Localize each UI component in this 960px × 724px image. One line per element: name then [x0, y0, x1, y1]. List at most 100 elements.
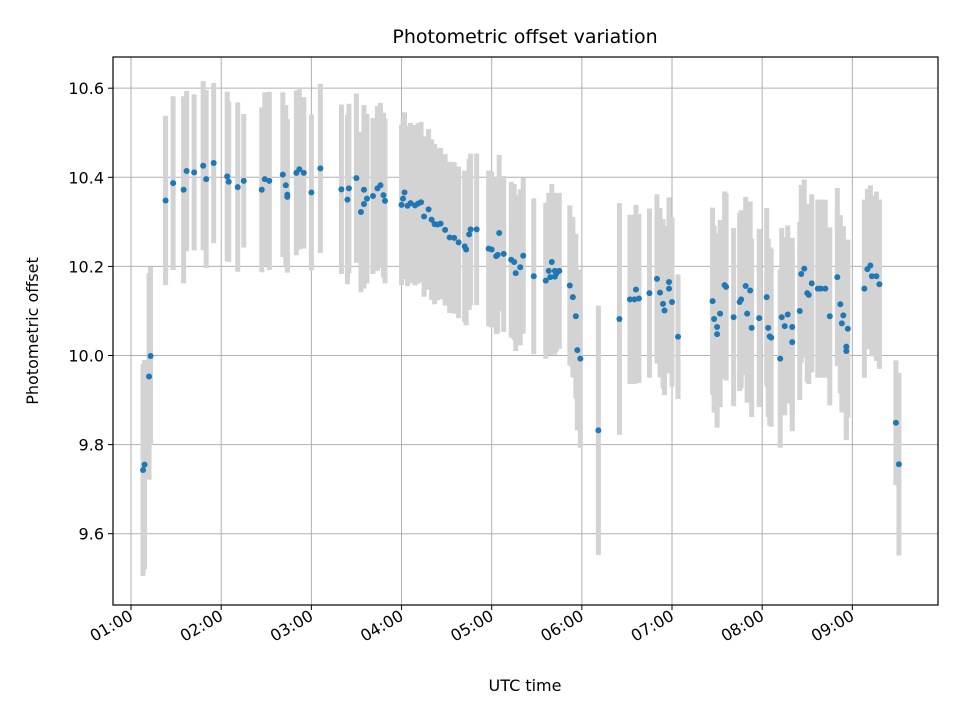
data-point [344, 196, 351, 203]
data-point [656, 289, 663, 296]
data-point [892, 419, 899, 426]
data-point [765, 324, 772, 331]
data-point [407, 200, 414, 207]
data-point [631, 296, 638, 303]
data-point [861, 285, 868, 292]
data-point [170, 180, 177, 187]
data-point [626, 296, 633, 303]
data-point [530, 273, 537, 280]
data-point [381, 197, 388, 204]
data-point [203, 176, 210, 183]
data-point [418, 199, 425, 206]
data-point [781, 323, 788, 330]
data-point [500, 250, 507, 257]
data-point [653, 275, 660, 282]
data-point [577, 355, 584, 362]
data-point [380, 192, 387, 199]
data-point [338, 186, 345, 193]
data-point [496, 229, 503, 236]
data-point [225, 178, 232, 185]
y-tick-label: 10.4 [68, 168, 104, 187]
y-tick-label: 9.8 [79, 436, 104, 455]
data-point [282, 182, 289, 189]
data-point [517, 264, 524, 271]
data-point [258, 186, 265, 193]
data-point [400, 195, 407, 202]
data-point [843, 348, 850, 355]
data-point [768, 334, 775, 341]
data-point [240, 177, 247, 184]
data-point [224, 173, 231, 180]
data-point [512, 270, 519, 277]
data-point [574, 347, 581, 354]
data-point [844, 325, 851, 332]
data-point [494, 251, 501, 258]
data-point [711, 315, 718, 322]
data-point [200, 162, 207, 169]
data-point [808, 280, 815, 287]
data-point [542, 277, 549, 284]
data-point [545, 267, 552, 274]
data-point [357, 209, 364, 216]
data-point [547, 274, 554, 281]
data-point [867, 262, 874, 269]
data-point [895, 461, 902, 468]
data-point [756, 315, 763, 322]
data-point [425, 206, 432, 213]
data-point [709, 298, 716, 305]
data-point [511, 258, 518, 265]
data-point [801, 265, 808, 272]
axes-frame [112, 56, 939, 606]
data-point [763, 294, 770, 301]
data-point [279, 171, 286, 178]
data-point [140, 467, 147, 474]
data-point [191, 169, 198, 176]
data-point [798, 270, 805, 277]
data-point [868, 273, 875, 280]
data-point [876, 281, 883, 288]
data-points [140, 160, 902, 474]
data-point [455, 239, 462, 246]
data-point [467, 226, 474, 233]
data-point [398, 201, 405, 208]
data-point [300, 169, 307, 176]
data-point [548, 258, 555, 265]
data-point [817, 285, 824, 292]
data-point [401, 189, 408, 196]
data-point [805, 291, 812, 298]
data-point [572, 313, 579, 320]
data-point [421, 213, 428, 220]
data-point [266, 177, 273, 184]
data-point [463, 246, 470, 253]
data-point [669, 299, 676, 306]
data-point [466, 231, 473, 238]
data-point [451, 234, 458, 241]
data-point [616, 315, 623, 322]
data-point [369, 193, 376, 200]
data-point [234, 184, 241, 191]
data-point [826, 313, 833, 320]
y-tick-label: 10.0 [68, 347, 104, 366]
y-tick-label: 10.6 [68, 79, 104, 98]
y-axis-ticks: 9.6 9.8 10.0 10.2 10.4 10.6 [68, 79, 113, 544]
data-point [595, 427, 602, 434]
data-point [777, 355, 784, 362]
data-point [446, 234, 453, 241]
data-point [784, 311, 791, 318]
data-point [834, 274, 841, 281]
data-point [308, 189, 315, 196]
data-point [843, 343, 850, 350]
data-point [488, 246, 495, 253]
data-point [317, 165, 324, 172]
data-point [566, 282, 573, 289]
data-point [180, 186, 187, 193]
data-point [666, 285, 673, 292]
data-point [261, 176, 268, 183]
data-point [666, 278, 673, 285]
data-point [744, 310, 751, 317]
data-point [442, 226, 449, 233]
data-point [660, 300, 666, 307]
data-point [146, 373, 153, 380]
